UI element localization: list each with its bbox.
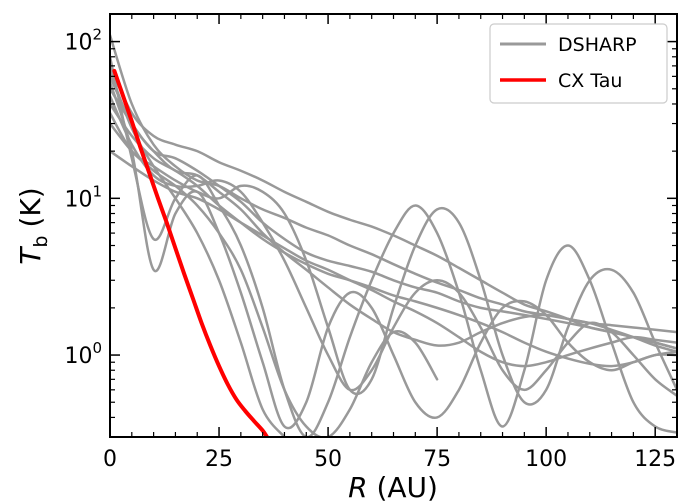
series-line-dsharp-4 xyxy=(110,102,677,368)
y-tick-label: 101 xyxy=(64,182,102,212)
x-tick-label: 25 xyxy=(205,447,233,472)
svg-text:Tb(K): Tb(K) xyxy=(14,187,52,264)
series-line-dsharp-10 xyxy=(110,81,677,430)
legend-label-dsharp: DSHARP xyxy=(558,34,637,56)
x-axis-label: R (AU) xyxy=(348,471,438,504)
x-tick-label: 100 xyxy=(525,447,567,472)
series-line-dsharp-12 xyxy=(110,69,286,437)
series-line-dsharp-11 xyxy=(110,122,439,437)
legend-label-cx-tau: CX Tau xyxy=(558,70,622,92)
series-line-cx-tau xyxy=(112,68,270,437)
series-line-dsharp-8 xyxy=(110,111,677,406)
x-tick-label: 0 xyxy=(103,447,117,472)
series-line-dsharp-9 xyxy=(110,55,677,437)
series-layer xyxy=(110,33,677,437)
y-tick-label: 100 xyxy=(64,339,102,369)
legend: DSHARP CX Tau xyxy=(489,23,668,104)
series-line-dsharp-7 xyxy=(110,94,677,397)
x-tick-label: 125 xyxy=(634,447,676,472)
x-tick-label: 50 xyxy=(314,447,342,472)
ticks-layer: 0 25 50 75 100 125 100 101 102 xyxy=(64,14,677,472)
y-tick-label: 102 xyxy=(64,26,102,56)
y-axis-label: Tb(K) xyxy=(14,187,52,264)
x-tick-label: 75 xyxy=(423,447,451,472)
